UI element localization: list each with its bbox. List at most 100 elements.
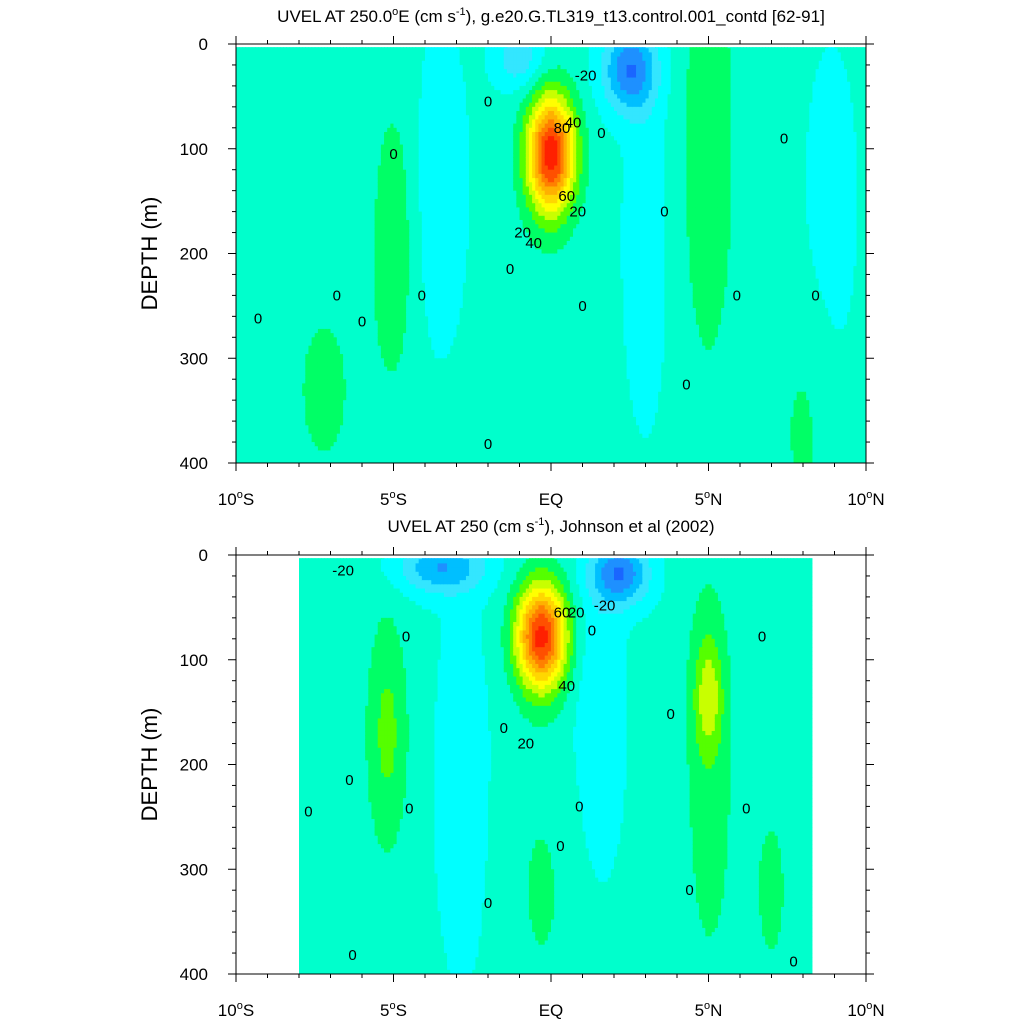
field-cell <box>273 127 278 133</box>
field-cell <box>270 442 275 447</box>
field-cell <box>248 379 253 384</box>
field-cell <box>254 375 259 380</box>
field-cell <box>239 295 243 301</box>
field-cell <box>245 328 250 334</box>
field-cell <box>280 232 284 238</box>
field-cell <box>280 182 284 188</box>
field-cell <box>295 454 300 460</box>
field-cell <box>305 98 310 104</box>
field-cell <box>273 144 278 150</box>
field-cell <box>251 207 256 213</box>
field-cell <box>270 257 275 263</box>
field-cell <box>245 47 250 49</box>
field-cell <box>292 257 297 263</box>
field-cell <box>270 152 275 158</box>
field-cell <box>276 207 281 213</box>
field-cell <box>302 291 306 296</box>
field-cell <box>236 412 240 418</box>
field-cell <box>295 119 300 125</box>
field-cell <box>254 127 259 133</box>
field-cell <box>289 458 294 464</box>
field-cell <box>239 337 243 343</box>
field-cell <box>292 400 297 405</box>
field-cell <box>276 73 281 79</box>
field-cell <box>248 333 253 338</box>
field-cell <box>236 261 240 267</box>
field-cell <box>248 157 253 162</box>
field-cell <box>258 261 262 267</box>
field-cell <box>239 328 243 334</box>
field-cell <box>267 366 272 372</box>
field-cell <box>283 421 287 426</box>
field-cell <box>305 333 310 338</box>
field-cell <box>239 81 243 87</box>
field-cell <box>283 316 287 322</box>
field-cell <box>248 119 253 125</box>
field-cell <box>299 98 303 104</box>
field-cell <box>283 182 287 188</box>
field-cell <box>295 73 300 79</box>
field-cell <box>270 429 275 435</box>
field-cell <box>245 341 250 347</box>
field-cell <box>248 375 253 380</box>
field-cell <box>254 186 259 192</box>
field-cell <box>264 370 269 376</box>
field-cell <box>254 140 259 146</box>
field-cell <box>261 295 265 301</box>
field-cell <box>302 69 306 74</box>
field-cell <box>245 333 250 338</box>
field-cell <box>251 111 256 116</box>
field-cell <box>305 307 310 313</box>
field-cell <box>245 433 250 439</box>
field-cell <box>251 404 256 410</box>
field-cell <box>267 458 272 464</box>
field-cell <box>258 400 262 405</box>
field-cell <box>254 47 259 49</box>
field-cell <box>286 123 291 129</box>
field-cell <box>273 219 278 225</box>
field-cell <box>261 270 265 276</box>
field-cell <box>295 312 300 317</box>
field-cell <box>295 387 300 393</box>
field-cell <box>295 391 300 397</box>
field-cell <box>264 270 269 276</box>
field-cell <box>280 437 284 443</box>
field-cell <box>289 140 294 146</box>
field-cell <box>258 98 262 104</box>
field-cell <box>242 395 247 401</box>
field-cell <box>270 324 275 330</box>
field-cell <box>270 400 275 405</box>
field-cell <box>236 282 240 288</box>
field-cell <box>302 433 306 439</box>
field-cell <box>242 90 247 95</box>
field-cell <box>248 152 253 158</box>
field-cell <box>251 278 256 284</box>
field-cell <box>261 425 265 431</box>
field-cell <box>258 383 262 389</box>
field-cell <box>264 123 269 129</box>
field-cell <box>251 425 256 431</box>
field-cell <box>261 94 265 100</box>
field-cell <box>302 333 306 338</box>
field-cell <box>248 416 253 422</box>
field-cell <box>299 433 303 439</box>
field-cell <box>292 324 297 330</box>
field-cell <box>245 157 250 162</box>
field-cell <box>254 190 259 196</box>
field-cell <box>305 157 310 162</box>
field-cell <box>283 211 287 217</box>
field-cell <box>254 341 259 347</box>
field-cell <box>239 207 243 213</box>
field-cell <box>261 148 265 154</box>
field-cell <box>276 253 281 259</box>
field-cell <box>261 446 265 452</box>
field-cell <box>292 199 297 204</box>
field-cell <box>273 395 278 401</box>
field-cell <box>251 287 256 292</box>
field-cell <box>248 169 253 175</box>
field-cell <box>261 395 265 401</box>
field-cell <box>295 232 300 238</box>
field-cell <box>264 307 269 313</box>
field-cell <box>254 56 259 62</box>
field-cell <box>242 178 247 183</box>
